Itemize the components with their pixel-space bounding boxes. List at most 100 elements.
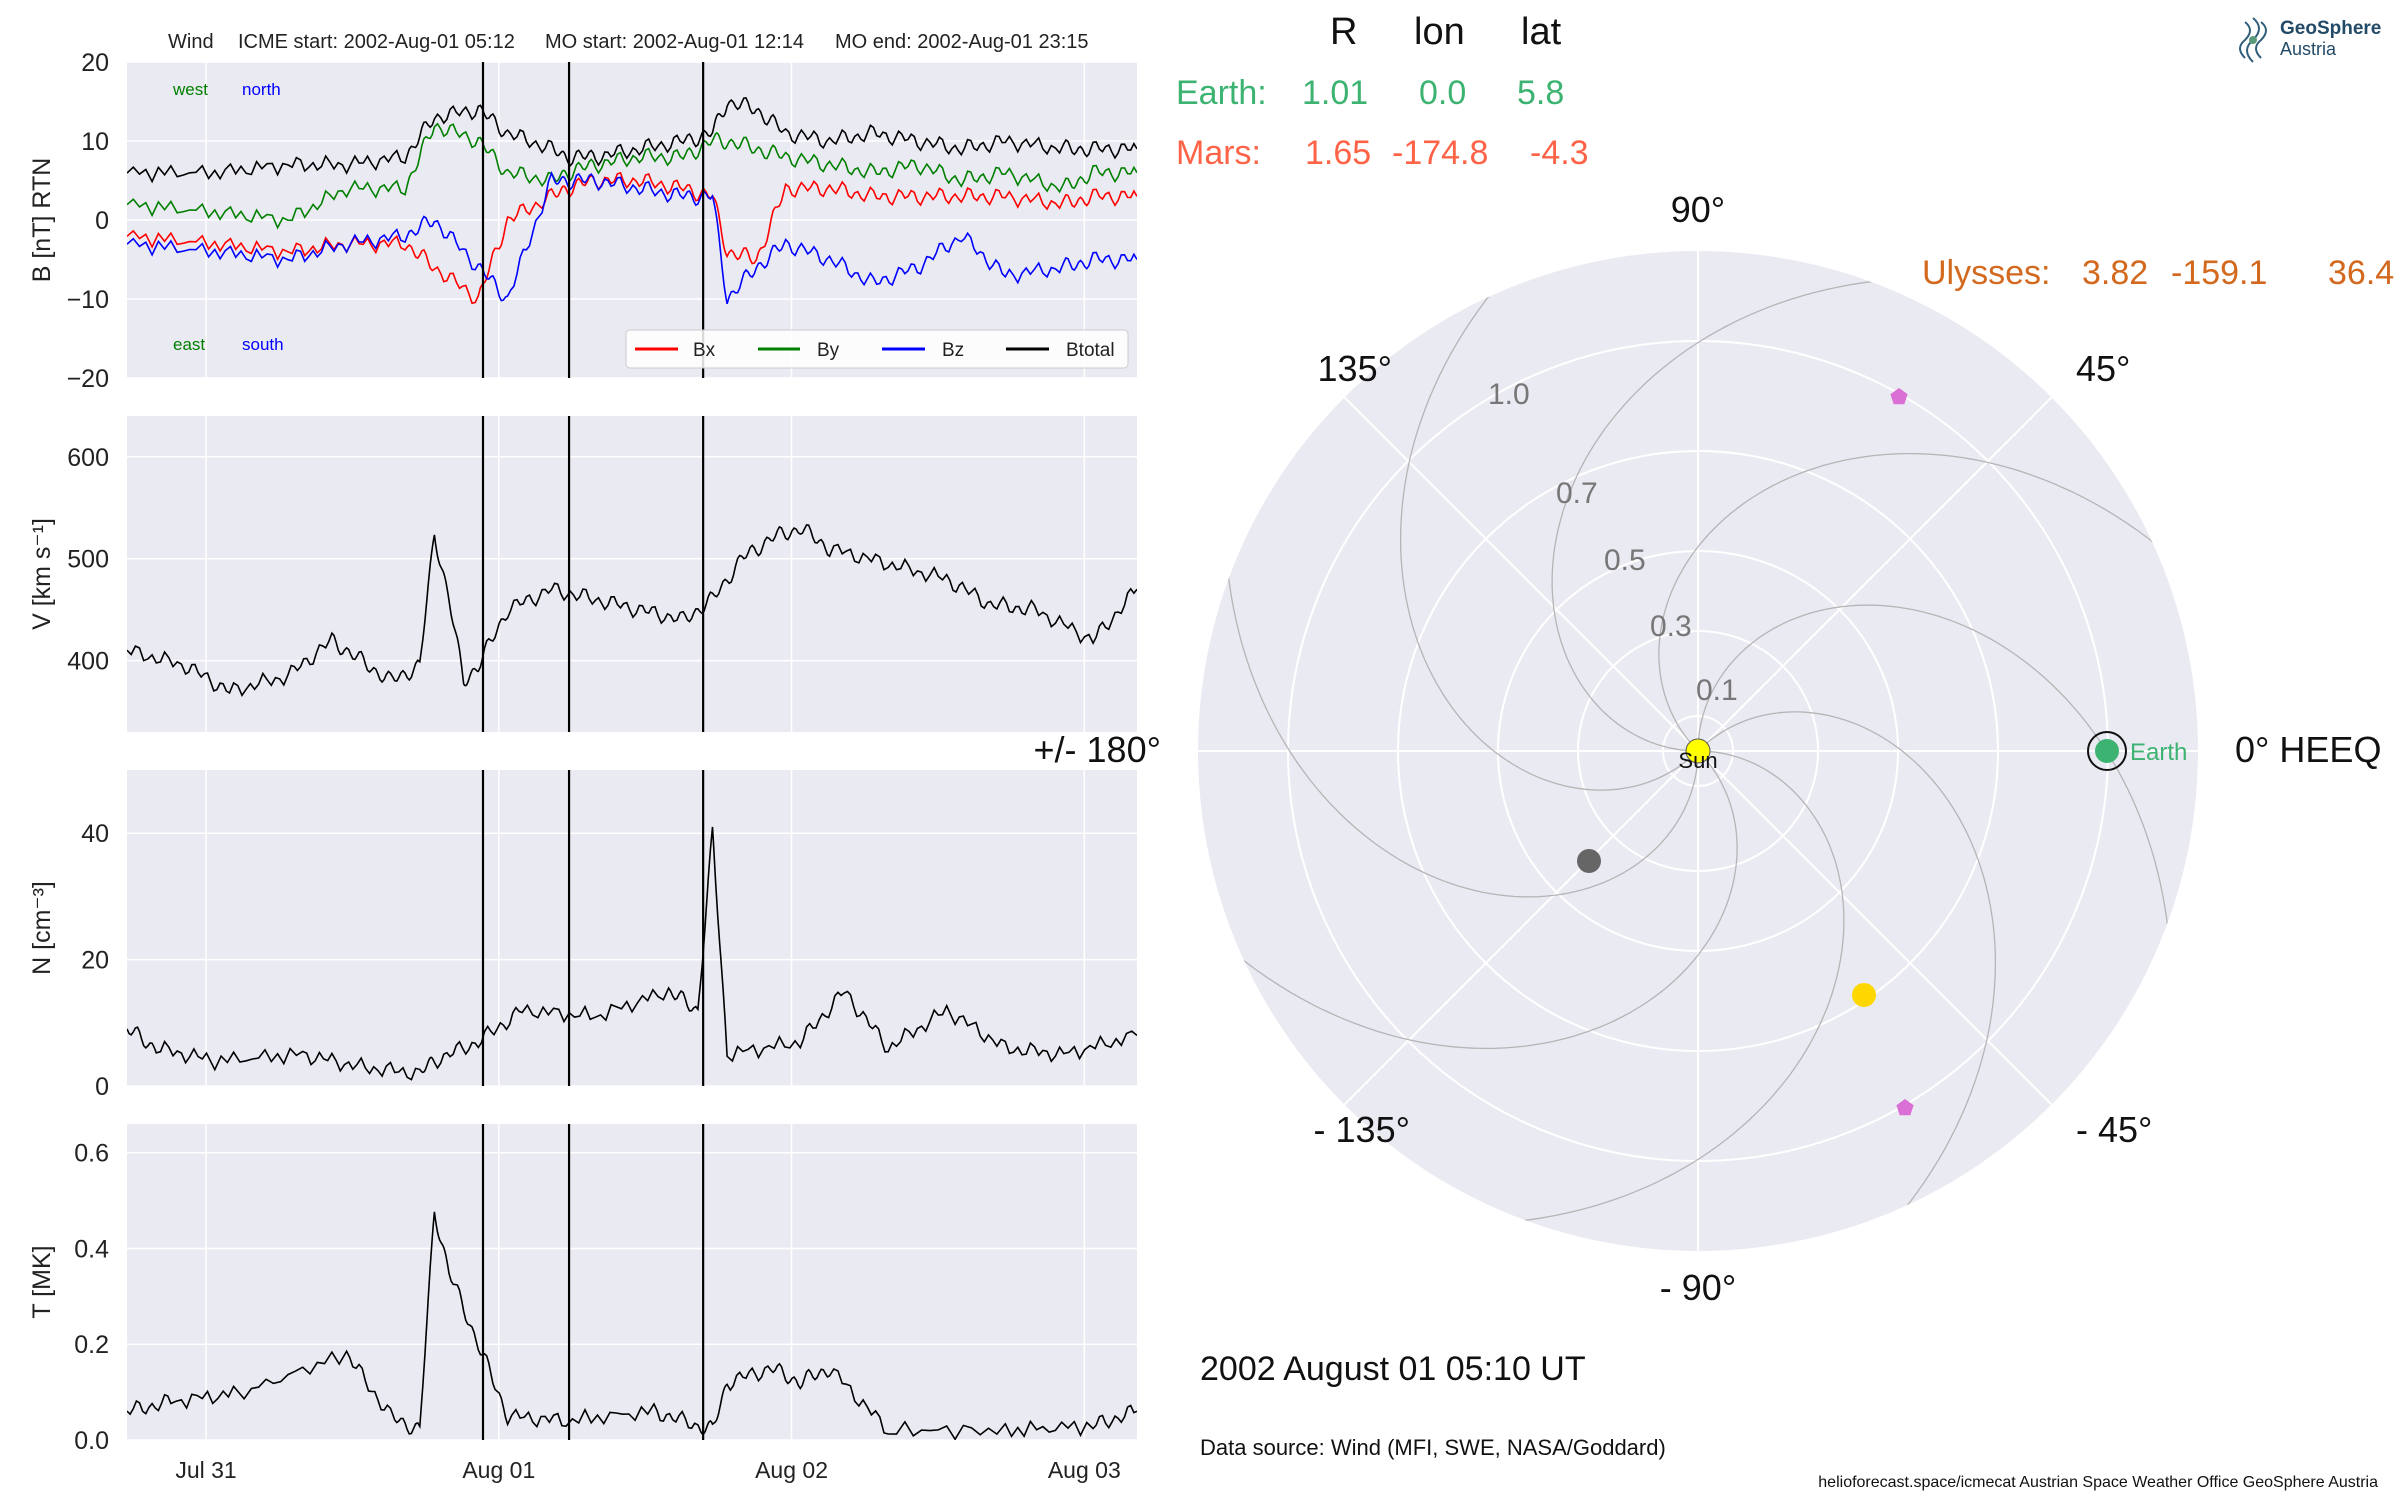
pink-marker-upper [1890, 388, 1908, 405]
legend-label-by: By [817, 340, 840, 361]
logo-icon [2239, 17, 2267, 63]
parker-spiral [1399, 251, 1787, 791]
y-tick-label: −10 [67, 286, 109, 314]
y-tick-label: 0.6 [74, 1140, 109, 1168]
y-tick-label: 20 [81, 49, 109, 77]
panel-1: 20 10 0 −10 −20 B [nT] RTN [28, 49, 1137, 393]
mars-lon: -174.8 [1392, 134, 1488, 172]
series-t [127, 1211, 1137, 1440]
panel-background [127, 416, 1137, 732]
angle-grid [1343, 396, 1699, 752]
ulysses-label: Ulysses: [1922, 254, 2050, 292]
y-axis-label: B [nT] RTN [28, 158, 56, 283]
header-mo-end: MO end: 2002-Aug-01 23:15 [835, 31, 1089, 53]
x-tick-label: Aug 01 [462, 1457, 535, 1483]
angle-label-a180: +/- 180° [1034, 729, 1161, 770]
angle-label-a90: 90° [1671, 189, 1725, 230]
panel-4: 0.6 0.4 0.2 0.0 T [MK] Jul 31 Aug 01 Aug 02 Aug … [28, 1124, 1137, 1483]
col-lon: lon [1414, 11, 1465, 53]
angle-label-a45: 45° [2076, 348, 2130, 389]
date-label: 2002 August 01 05:10 UT [1200, 1350, 1586, 1388]
radial-label: 0.5 [1604, 544, 1646, 577]
polar-plot: 0.10.30.5 0.7 1.0 0° HEEQ 45° 90° 135° +/- 180°… [1034, 189, 2382, 1308]
y-tick-label: 400 [67, 648, 109, 676]
logo-line1: GeoSphere [2280, 18, 2381, 39]
y-tick-label: 40 [81, 820, 109, 848]
angle-grid [1343, 750, 1699, 1106]
b-legend: Bx By Bz Btotal [625, 329, 1129, 369]
mars-label: Mars: [1176, 134, 1261, 172]
data-source: Data source: Wind (MFI, SWE, NASA/Goddar… [1200, 1435, 1666, 1460]
y-tick-label: 0 [95, 1073, 109, 1101]
y-tick-label: −20 [67, 365, 109, 393]
radial-label: 0.3 [1650, 610, 1692, 643]
legend-label-bz: Bz [942, 340, 964, 361]
series-bx [127, 171, 1137, 305]
col-r: R [1330, 11, 1357, 53]
angle-label-am135: - 135° [1314, 1109, 1410, 1150]
geosphere-logo: GeoSphere Austria [2239, 17, 2381, 63]
footer-credits: helioforecast.space/icmecat Austrian Spa… [1818, 1474, 2378, 1491]
panel-background [127, 770, 1137, 1086]
probe-gray-marker [1577, 849, 1601, 873]
header-mo-start: MO start: 2002-Aug-01 12:14 [545, 31, 804, 53]
y-tick-label: 0.4 [74, 1235, 109, 1263]
label-east: east [173, 335, 205, 354]
series-n [127, 826, 1137, 1081]
label-north: north [242, 80, 281, 99]
earth-lon: 0.0 [1419, 74, 1466, 112]
parker-spiral [1198, 662, 1738, 1050]
label-south: south [242, 335, 284, 354]
panel-2: 600 500 400 V [km s⁻¹] [28, 416, 1137, 732]
angle-label-am45: - 45° [2076, 1109, 2152, 1150]
label-west: west [172, 80, 208, 99]
panel-3: 40 20 0 N [cm⁻³] [28, 770, 1137, 1101]
earth-lat: 5.8 [1517, 74, 1564, 112]
mars-r: 1.65 [1305, 134, 1371, 172]
angle-label-a135: 135° [1318, 348, 1392, 389]
earth-marker [2095, 739, 2119, 763]
ulysses-lon: -159.1 [2171, 254, 2267, 292]
y-axis-label: V [km s⁻¹] [28, 518, 56, 630]
legend-label-bx: Bx [693, 340, 716, 361]
angle-label-a0: 0° HEEQ [2235, 729, 2381, 770]
earth-r: 1.01 [1302, 74, 1368, 112]
legend-box [625, 329, 1129, 369]
series-bz [127, 171, 1137, 305]
panel-background [127, 1124, 1137, 1440]
sun-label: Sun [1678, 748, 1717, 773]
x-tick-label: Jul 31 [175, 1457, 236, 1483]
y-tick-label: 0.2 [74, 1331, 109, 1359]
logo-line2: Austria [2280, 39, 2337, 59]
sun-marker [1685, 738, 1711, 764]
x-tick-label: Aug 02 [755, 1457, 828, 1483]
radial-label: 0.1 [1696, 674, 1738, 707]
col-lat: lat [1521, 11, 1562, 53]
angle-label-am90: - 90° [1660, 1267, 1736, 1308]
angle-grid [1697, 396, 2053, 752]
x-tick-label: Aug 03 [1048, 1457, 1121, 1483]
series-by [127, 122, 1137, 230]
probe-gold-marker [1852, 983, 1876, 1007]
y-tick-label: 10 [81, 128, 109, 156]
y-axis-label: T [MK] [28, 1245, 56, 1318]
header-spacecraft: Wind [168, 31, 214, 53]
y-tick-label: 600 [67, 444, 109, 472]
parker-spiral [1658, 452, 2198, 840]
angle-grid [1697, 750, 2053, 1106]
y-tick-label: 20 [81, 947, 109, 975]
y-axis-label: N [cm⁻³] [28, 881, 56, 975]
earth-marker-label: Earth [2130, 739, 2187, 766]
earth-ring [2087, 731, 2127, 771]
series-bt [127, 97, 1137, 184]
legend-label-bt: Btotal [1066, 340, 1115, 361]
header-icme-start: ICME start: 2002-Aug-01 05:12 [238, 31, 515, 53]
radial-label: 0.7 [1556, 477, 1598, 510]
ulysses-r: 3.82 [2082, 254, 2148, 292]
y-tick-label: 0 [95, 207, 109, 235]
y-tick-label: 0.0 [74, 1427, 109, 1455]
series-v [127, 524, 1137, 697]
pink-marker-lower [1896, 1099, 1914, 1116]
mars-lat: -4.3 [1530, 134, 1589, 172]
